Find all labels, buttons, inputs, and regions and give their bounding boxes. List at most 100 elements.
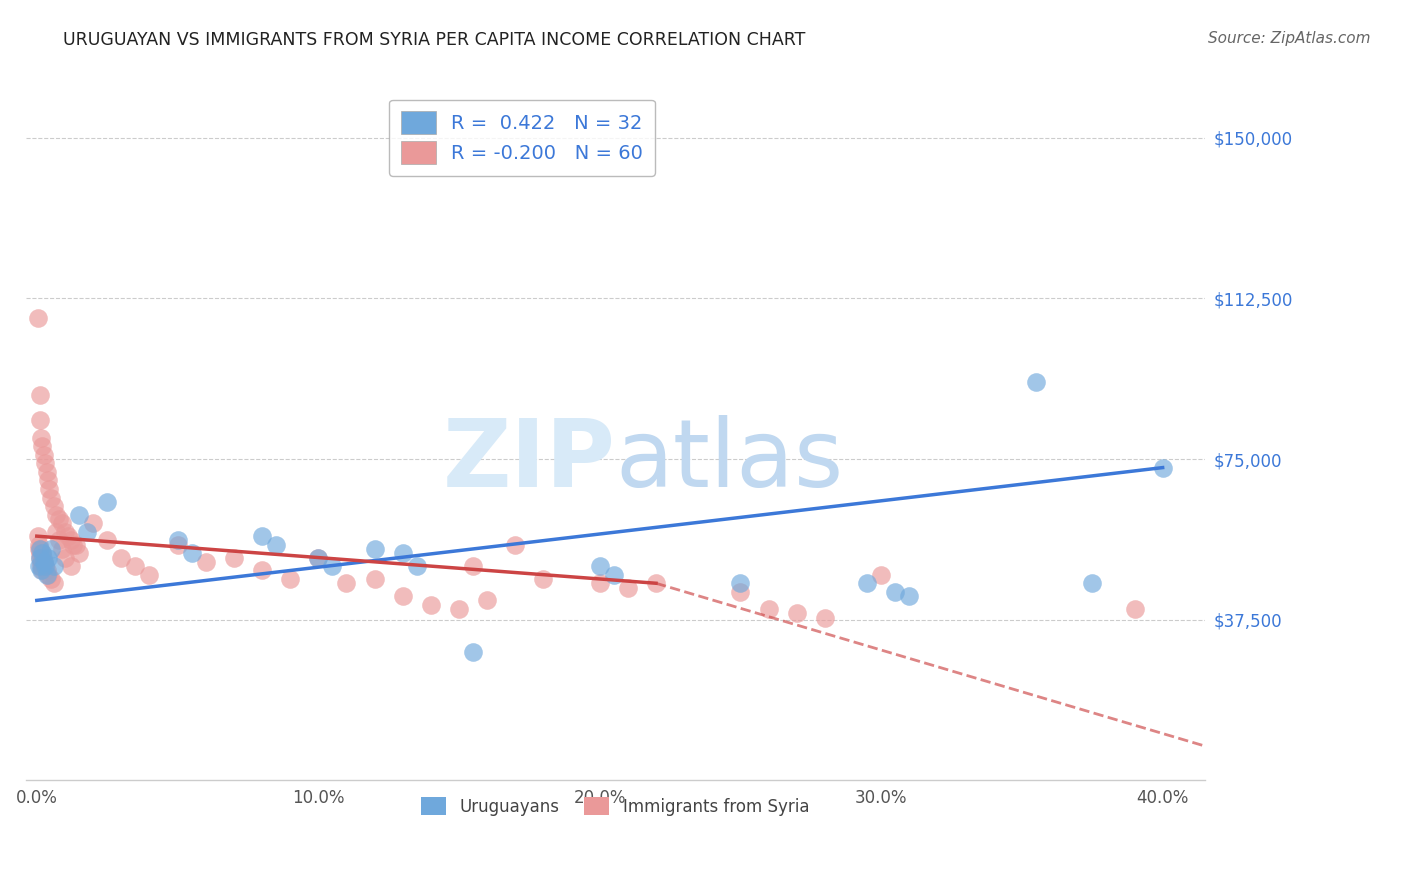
Point: [31, 439, 53, 453]
Point: [53, 550, 76, 565]
Point: [35, 563, 58, 577]
Point: [62, 538, 84, 552]
Point: [461, 559, 484, 574]
Point: [1123, 602, 1146, 616]
Point: [35, 567, 58, 582]
Point: [96, 533, 118, 548]
Point: [250, 563, 273, 577]
Point: [34, 559, 56, 574]
Point: [34, 456, 56, 470]
Point: [124, 559, 146, 574]
Legend: Uruguayans, Immigrants from Syria: Uruguayans, Immigrants from Syria: [413, 789, 818, 824]
Point: [447, 602, 470, 616]
Point: [31, 546, 53, 560]
Point: [30, 413, 52, 427]
Point: [730, 576, 752, 591]
Point: [391, 546, 413, 560]
Point: [110, 550, 132, 565]
Point: [45, 508, 67, 522]
Point: [67, 546, 90, 560]
Point: [27, 529, 49, 543]
Point: [59, 533, 82, 548]
Point: [814, 610, 837, 624]
Text: atlas: atlas: [616, 415, 844, 507]
Point: [42, 499, 65, 513]
Point: [34, 559, 56, 574]
Point: [59, 559, 82, 574]
Point: [222, 550, 245, 565]
Point: [42, 559, 65, 574]
Point: [884, 584, 907, 599]
Point: [856, 576, 879, 591]
Point: [589, 559, 612, 574]
Text: ZIP: ZIP: [443, 415, 616, 507]
Point: [67, 508, 90, 522]
Point: [503, 538, 526, 552]
Point: [28, 559, 51, 574]
Point: [166, 533, 188, 548]
Point: [419, 598, 441, 612]
Point: [1152, 460, 1174, 475]
Point: [307, 550, 329, 565]
Point: [30, 559, 52, 574]
Point: [730, 584, 752, 599]
Point: [39, 541, 62, 556]
Point: [30, 541, 52, 556]
Point: [1081, 576, 1104, 591]
Point: [28, 541, 51, 556]
Point: [250, 529, 273, 543]
Point: [42, 576, 65, 591]
Point: [96, 495, 118, 509]
Point: [391, 589, 413, 603]
Point: [786, 606, 808, 620]
Point: [405, 559, 427, 574]
Point: [180, 546, 202, 560]
Point: [870, 567, 893, 582]
Point: [38, 482, 60, 496]
Point: [45, 524, 67, 539]
Point: [28, 388, 51, 402]
Point: [264, 538, 287, 552]
Point: [321, 559, 343, 574]
Point: [617, 581, 640, 595]
Point: [30, 550, 52, 565]
Point: [533, 572, 555, 586]
Point: [37, 474, 59, 488]
Point: [363, 572, 385, 586]
Point: [39, 491, 62, 505]
Point: [138, 567, 160, 582]
Point: [166, 538, 188, 552]
Point: [475, 593, 498, 607]
Point: [307, 550, 329, 565]
Point: [39, 572, 62, 586]
Point: [35, 465, 58, 479]
Point: [461, 645, 484, 659]
Point: [48, 512, 70, 526]
Point: [32, 448, 55, 462]
Point: [51, 516, 73, 531]
Point: [1025, 375, 1047, 389]
Point: [603, 567, 626, 582]
Point: [31, 563, 53, 577]
Point: [28, 538, 51, 552]
Point: [898, 589, 921, 603]
Point: [28, 550, 51, 565]
Point: [30, 431, 52, 445]
Point: [758, 602, 780, 616]
Point: [27, 310, 49, 325]
Point: [82, 516, 104, 531]
Point: [65, 538, 87, 552]
Point: [30, 563, 52, 577]
Point: [32, 555, 55, 569]
Point: [56, 529, 79, 543]
Point: [335, 576, 357, 591]
Point: [32, 555, 55, 569]
Point: [30, 555, 52, 569]
Point: [51, 541, 73, 556]
Point: [31, 546, 53, 560]
Point: [32, 550, 55, 565]
Point: [48, 533, 70, 548]
Point: [278, 572, 301, 586]
Text: URUGUAYAN VS IMMIGRANTS FROM SYRIA PER CAPITA INCOME CORRELATION CHART: URUGUAYAN VS IMMIGRANTS FROM SYRIA PER C…: [63, 31, 806, 49]
Point: [28, 546, 51, 560]
